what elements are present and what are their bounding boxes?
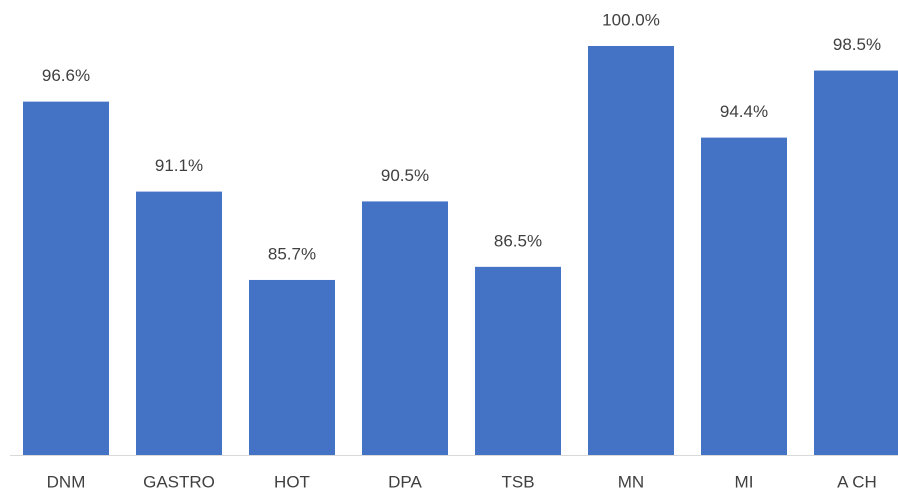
bar [23,101,109,456]
x-tick-label: TSB [501,472,534,491]
bar [362,201,448,455]
value-label: 91.1% [155,156,203,175]
value-label: 85.7% [268,244,316,263]
x-tick-label: MN [618,472,644,491]
x-tick-label: A CH [837,472,877,491]
value-label: 86.5% [494,231,542,250]
bar [249,279,335,455]
value-label: 94.4% [720,102,768,121]
x-tick-label: HOT [274,472,310,491]
bar [136,191,222,455]
bar [814,70,898,455]
x-tick-label: GASTRO [143,472,215,491]
value-label: 100.0% [602,10,660,29]
x-tick-label: DNM [47,472,86,491]
value-label: 96.6% [42,66,90,85]
bar [588,46,674,455]
bar [701,137,787,455]
x-tick-label: MI [735,472,754,491]
bar [475,266,561,455]
value-label: 98.5% [833,35,881,54]
x-tick-label: DPA [388,472,422,491]
value-label: 90.5% [381,166,429,185]
